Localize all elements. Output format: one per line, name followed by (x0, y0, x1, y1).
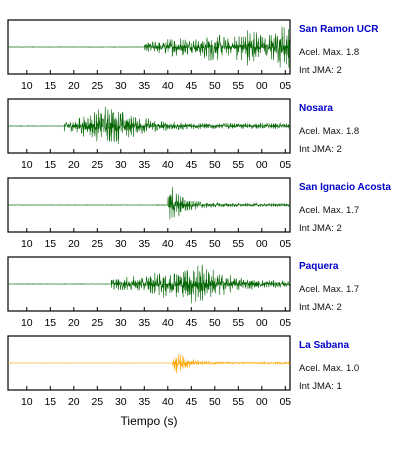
x-tick-label: 30 (115, 159, 127, 171)
x-tick-label: 55 (232, 159, 244, 171)
station-panel: 10 15 20 25 30 35 40 45 50 55 00 05 La Sabana Acel. M… (7, 335, 359, 408)
accel-max-label: Acel. Max. 1.7 (299, 284, 359, 295)
x-tick-label: 05 (279, 317, 291, 329)
waveform-line (7, 264, 291, 304)
x-tick-label: 45 (185, 80, 197, 92)
x-tick-label: 35 (138, 80, 150, 92)
x-tick-label: 30 (115, 238, 127, 250)
station-panel: 10 15 20 25 30 35 40 45 50 55 00 05 San Ignacio Acos… (7, 177, 391, 250)
x-tick-label: 20 (68, 238, 80, 250)
x-tick-label: 00 (256, 396, 268, 408)
station-name: La Sabana (299, 340, 349, 351)
station-name: Paquera (299, 261, 339, 272)
x-tick-label: 00 (256, 80, 268, 92)
waveform-line (7, 353, 291, 374)
station-name: San Ramon UCR (299, 24, 379, 35)
x-tick-label: 45 (185, 317, 197, 329)
x-tick-label: 55 (232, 80, 244, 92)
station-panel: 10 15 20 25 30 35 40 45 50 55 00 05 Nosara Acel. Max.… (7, 98, 359, 171)
x-tick-label: 20 (68, 80, 80, 92)
x-tick-label: 25 (91, 396, 103, 408)
x-tick-label: 05 (279, 159, 291, 171)
x-tick-label: 40 (162, 238, 174, 250)
x-tick-label: 25 (91, 80, 103, 92)
waveform-line (7, 186, 291, 220)
x-tick-label: 10 (21, 317, 33, 329)
x-tick-label: 30 (115, 317, 127, 329)
x-tick-label: 50 (209, 80, 221, 92)
jma-intensity-label: Int JMA: 2 (299, 302, 342, 313)
jma-intensity-label: Int JMA: 2 (299, 65, 342, 76)
x-tick-label: 00 (256, 317, 268, 329)
x-tick-label: 15 (44, 80, 56, 92)
x-tick-label: 25 (91, 317, 103, 329)
x-tick-label: 50 (209, 396, 221, 408)
x-tick-label: 30 (115, 80, 127, 92)
waveform-line (7, 26, 291, 68)
x-tick-label: 35 (138, 238, 150, 250)
x-tick-label: 15 (44, 238, 56, 250)
x-tick-label: 10 (21, 238, 33, 250)
x-tick-label: 50 (209, 317, 221, 329)
x-tick-label: 40 (162, 159, 174, 171)
jma-intensity-label: Int JMA: 2 (299, 223, 342, 234)
x-tick-label: 15 (44, 396, 56, 408)
x-tick-label: 40 (162, 80, 174, 92)
x-tick-label: 55 (232, 238, 244, 250)
x-tick-label: 25 (91, 238, 103, 250)
x-tick-label: 20 (68, 159, 80, 171)
x-tick-label: 30 (115, 396, 127, 408)
jma-intensity-label: Int JMA: 2 (299, 144, 342, 155)
x-tick-label: 35 (138, 396, 150, 408)
x-tick-label: 05 (279, 238, 291, 250)
station-name: San Ignacio Acosta (299, 182, 391, 193)
x-tick-label: 50 (209, 238, 221, 250)
station-name: Nosara (299, 103, 333, 114)
x-tick-label: 25 (91, 159, 103, 171)
x-tick-label: 20 (68, 396, 80, 408)
x-tick-label: 45 (185, 396, 197, 408)
x-tick-label: 00 (256, 238, 268, 250)
accel-max-label: Acel. Max. 1.0 (299, 363, 359, 374)
station-panel: 10 15 20 25 30 35 40 45 50 55 00 05 Paquera Acel. Max… (7, 256, 359, 329)
station-panel: 10 15 20 25 30 35 40 45 50 55 00 05 San Ramon UCR Ace… (7, 19, 379, 92)
x-tick-label: 10 (21, 159, 33, 171)
waveform-line (7, 106, 291, 145)
x-tick-label: 10 (21, 80, 33, 92)
x-tick-label: 05 (279, 80, 291, 92)
x-tick-label: 35 (138, 317, 150, 329)
accel-max-label: Acel. Max. 1.8 (299, 47, 359, 58)
x-tick-label: 45 (185, 159, 197, 171)
jma-intensity-label: Int JMA: 1 (299, 381, 342, 392)
x-tick-label: 00 (256, 159, 268, 171)
x-tick-label: 10 (21, 396, 33, 408)
x-tick-label: 45 (185, 238, 197, 250)
accel-max-label: Acel. Max. 1.7 (299, 205, 359, 216)
x-tick-label: 20 (68, 317, 80, 329)
x-tick-label: 50 (209, 159, 221, 171)
x-tick-label: 40 (162, 396, 174, 408)
x-tick-label: 55 (232, 396, 244, 408)
x-tick-label: 05 (279, 396, 291, 408)
x-tick-label: 15 (44, 317, 56, 329)
x-axis-title: Tiempo (s) (121, 414, 178, 428)
x-tick-label: 15 (44, 159, 56, 171)
accel-max-label: Acel. Max. 1.8 (299, 126, 359, 137)
x-tick-label: 55 (232, 317, 244, 329)
x-tick-label: 35 (138, 159, 150, 171)
x-tick-label: 40 (162, 317, 174, 329)
